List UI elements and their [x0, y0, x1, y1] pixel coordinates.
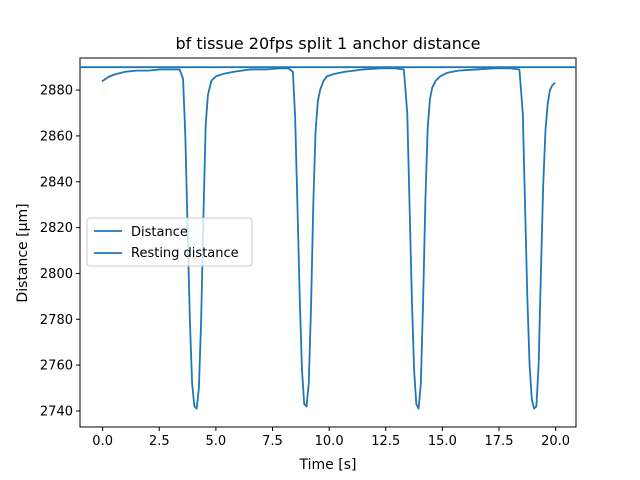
- plot-frame: [79, 57, 577, 428]
- y-tick-label: 2840: [40, 175, 73, 190]
- plot-area: [79, 57, 577, 428]
- x-tick-label: 2.5: [149, 434, 170, 449]
- x-tick-label: 5.0: [206, 434, 227, 449]
- y-tick-label: 2780: [40, 313, 73, 328]
- x-tick-label: 20.0: [541, 434, 570, 449]
- y-tick-label: 2760: [40, 359, 73, 374]
- x-tick-label: 7.5: [262, 434, 283, 449]
- y-tick-label: 2800: [40, 267, 73, 282]
- legend-label-distance: Distance: [131, 225, 188, 240]
- x-tick-label: 0.0: [92, 434, 113, 449]
- x-tick-label: 12.5: [371, 434, 400, 449]
- series-line-distance: [101, 67, 556, 410]
- x-tick-label: 10.0: [315, 434, 344, 449]
- x-axis: 0.0 2.5 5.0 7.5 10.0 12.5 15.0 17.5 20.0: [92, 427, 570, 449]
- y-tick-label: 2820: [40, 221, 73, 236]
- y-axis: 2740 2760 2780 2800 2820 2840 2860 2880: [40, 84, 80, 419]
- legend-box: [86, 217, 253, 267]
- series-layer: [79, 66, 577, 410]
- legend-label-resting: Resting distance: [131, 246, 239, 261]
- y-axis-label: Distance [µm]: [15, 203, 31, 302]
- legend: Distance Resting distance: [86, 217, 253, 267]
- chart-title: bf tissue 20fps split 1 anchor distance: [175, 34, 480, 53]
- y-tick-label: 2880: [40, 84, 73, 99]
- x-axis-label: Time [s]: [299, 457, 357, 473]
- x-tick-label: 17.5: [485, 434, 514, 449]
- x-tick-label: 15.0: [428, 434, 457, 449]
- y-tick-label: 2860: [40, 129, 73, 144]
- y-tick-label: 2740: [40, 404, 73, 419]
